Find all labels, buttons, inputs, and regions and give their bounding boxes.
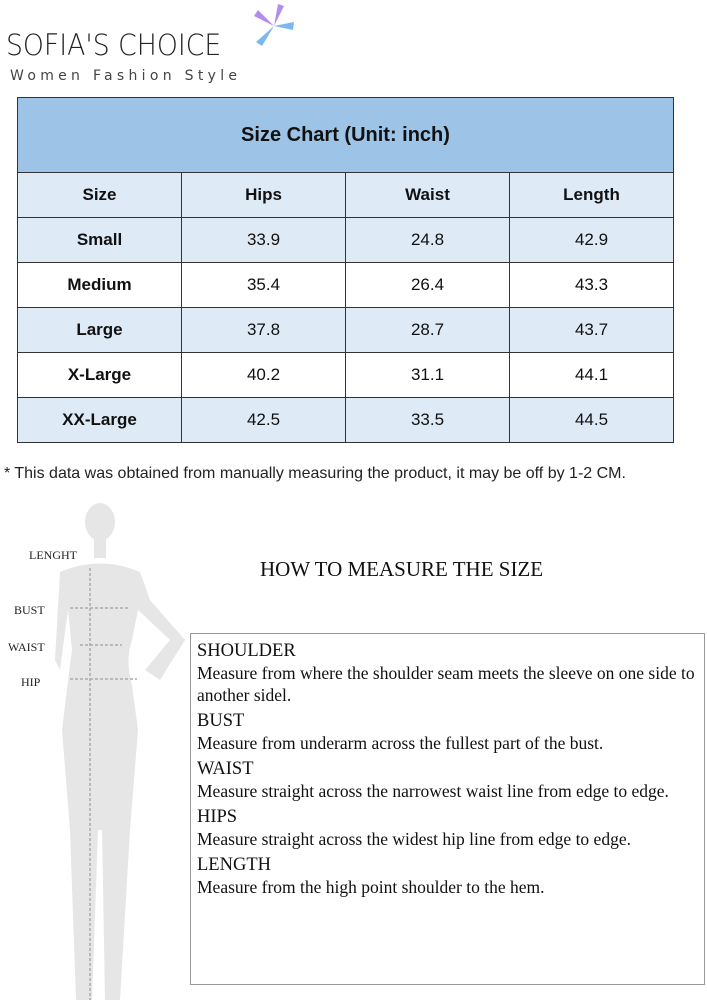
cell-waist: 33.5 xyxy=(345,397,510,443)
header-waist: Waist xyxy=(345,172,510,218)
cell-waist: 26.4 xyxy=(345,262,510,308)
cell-hips: 37.8 xyxy=(181,307,346,353)
cell-length: 43.3 xyxy=(509,262,674,308)
cell-length: 44.5 xyxy=(509,397,674,443)
item-desc-length: Measure from the high point shoulder to … xyxy=(197,877,545,897)
figure-label-length: LENGHT xyxy=(29,548,77,562)
table-header-row: Size Hips Waist Length xyxy=(17,172,674,218)
table-title: Size Chart (Unit: inch) xyxy=(17,97,674,173)
table-row: Medium 35.4 26.4 43.3 xyxy=(17,262,674,308)
cell-size: XX-Large xyxy=(17,397,182,443)
cell-size: Large xyxy=(17,307,182,353)
item-desc-hips: Measure straight across the widest hip l… xyxy=(197,829,631,849)
cell-waist: 31.1 xyxy=(345,352,510,398)
header-size: Size xyxy=(17,172,182,218)
item-desc-shoulder: Measure from where the shoulder seam mee… xyxy=(197,663,695,705)
size-chart-table: Size Chart (Unit: inch) Size Hips Waist … xyxy=(17,97,674,443)
figure-label-hip: HIP xyxy=(21,675,41,689)
brand-tagline: Women Fashion Style xyxy=(10,68,242,84)
cell-hips: 42.5 xyxy=(181,397,346,443)
table-row: XX-Large 42.5 33.5 44.5 xyxy=(17,397,674,443)
cell-size: X-Large xyxy=(17,352,182,398)
cell-length: 44.1 xyxy=(509,352,674,398)
cell-size: Small xyxy=(17,217,182,263)
body-silhouette-figure xyxy=(55,503,185,1000)
cell-hips: 40.2 xyxy=(181,352,346,398)
how-to-measure-title: HOW TO MEASURE THE SIZE xyxy=(260,557,544,581)
cell-hips: 33.9 xyxy=(181,217,346,263)
header-length: Length xyxy=(509,172,674,218)
header-hips: Hips xyxy=(181,172,346,218)
cell-size: Medium xyxy=(17,262,182,308)
cell-length: 43.7 xyxy=(509,307,674,353)
figure-label-bust: BUST xyxy=(14,603,45,617)
brand-name: SOFIA'S CHOICE xyxy=(6,28,222,62)
item-title-waist: WAIST xyxy=(197,759,254,779)
measure-instructions-box: SHOULDER Measure from where the shoulder… xyxy=(190,633,705,985)
figure-label-waist: WAIST xyxy=(8,640,45,654)
item-title-hips: HIPS xyxy=(197,807,238,827)
table-row: X-Large 40.2 31.1 44.1 xyxy=(17,352,674,398)
logo-mark-icon xyxy=(254,4,294,46)
table-row: Large 37.8 28.7 43.7 xyxy=(17,307,674,353)
cell-hips: 35.4 xyxy=(181,262,346,308)
cell-waist: 28.7 xyxy=(345,307,510,353)
item-title-bust: BUST xyxy=(197,711,245,731)
cell-waist: 24.8 xyxy=(345,217,510,263)
measurement-note: * This data was obtained from manually m… xyxy=(4,465,626,482)
item-desc-bust: Measure from underarm across the fullest… xyxy=(197,733,604,753)
cell-length: 42.9 xyxy=(509,217,674,263)
table-row: Small 33.9 24.8 42.9 xyxy=(17,217,674,263)
item-title-shoulder: SHOULDER xyxy=(197,641,296,661)
item-title-length: LENGTH xyxy=(197,855,271,875)
item-desc-waist: Measure straight across the narrowest wa… xyxy=(197,781,669,801)
